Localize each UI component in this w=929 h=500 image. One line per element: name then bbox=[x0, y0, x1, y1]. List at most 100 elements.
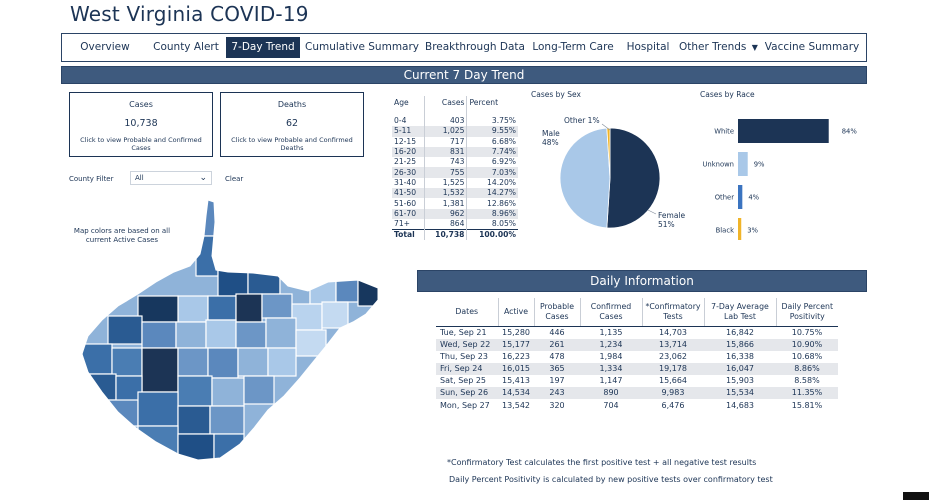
age-cell: 16-20 bbox=[392, 146, 425, 158]
age-cell: 61-70 bbox=[392, 208, 425, 219]
total-row: Total 10,738 100.00% bbox=[392, 228, 518, 240]
daily-cell: Mon, Sep 27 bbox=[440, 400, 490, 410]
sex-chart-title: Cases by Sex bbox=[531, 90, 581, 99]
pie-slice-male[interactable] bbox=[559, 127, 611, 229]
tab-county-alert[interactable]: County Alert bbox=[153, 41, 219, 53]
tab-long-term-care[interactable]: Long-Term Care bbox=[532, 41, 614, 53]
table-row: 26-30 755 7.03% bbox=[392, 167, 518, 178]
daily-cell: 16,223 bbox=[502, 351, 530, 361]
daily-cell: 16,015 bbox=[498, 362, 534, 376]
daily-cell: 365 bbox=[534, 362, 580, 376]
daily-table: Dates Active Probable Cases Confirmed Ca… bbox=[436, 298, 838, 412]
age-cell: 1,525 bbox=[424, 177, 467, 189]
age-cell: 403 bbox=[424, 116, 467, 127]
tab-hospital[interactable]: Hospital bbox=[626, 41, 670, 53]
daily-cell: 15.81% bbox=[791, 400, 823, 410]
race-bar-other[interactable] bbox=[738, 185, 743, 209]
daily-cell: 261 bbox=[534, 338, 580, 351]
age-cell: 962 bbox=[424, 208, 467, 219]
deaths-card[interactable]: Deaths 62 Click to view Probable and Con… bbox=[220, 92, 364, 157]
table-row: 5-11 1,025 9.55% bbox=[392, 126, 518, 137]
age-table: Age Cases Percent 0-4 403 3.75% 5-11 1,025 9.… bbox=[392, 96, 518, 240]
footnote-positivity: Daily Percent Positivity is calculated b… bbox=[449, 475, 773, 484]
daily-cell: Sat, Sep 25 bbox=[440, 376, 487, 386]
active-header: Active bbox=[497, 298, 534, 327]
daily-cell: Tue, Sep 21 bbox=[440, 327, 487, 337]
race-category-label: Unknown bbox=[702, 161, 734, 169]
pie-label: Other 1% bbox=[564, 116, 600, 125]
daily-cell: 23,062 bbox=[659, 351, 687, 361]
age-cell: 5-11 bbox=[392, 126, 425, 137]
chevron-down-icon: ⌄ bbox=[199, 173, 207, 183]
daily-cell: 446 bbox=[549, 327, 565, 337]
age-cell: 3.75% bbox=[466, 116, 518, 127]
probable-header: Probable Cases bbox=[533, 298, 580, 327]
table-row: Sun, Sep 26 14,534 243 890 9,983 15,534 11.35% bbox=[436, 387, 838, 400]
daily-cell: 13,714 bbox=[642, 338, 704, 351]
confirmatory-header: *Confirmatory Tests bbox=[641, 298, 704, 327]
tab-vaccine-summary[interactable]: Vaccine Summary bbox=[764, 41, 860, 53]
cases-card[interactable]: Cases 10,738 Click to view Probable and … bbox=[69, 92, 213, 157]
race-bar-chart[interactable]: White 84% Unknown 9% Other 4% Black 3% bbox=[700, 100, 870, 240]
tab-7-day-trend[interactable]: 7-Day Trend bbox=[226, 37, 300, 58]
age-cell: 71+ bbox=[394, 218, 411, 228]
section-header: Current 7 Day Trend bbox=[61, 66, 867, 84]
cases-card-hint: Click to view Probable and Confirmed Cas… bbox=[80, 136, 202, 152]
tab-other-trends[interactable]: Other Trends ▼ bbox=[679, 37, 758, 58]
race-bar-white[interactable] bbox=[738, 119, 829, 143]
daily-cell: Sun, Sep 26 bbox=[436, 387, 498, 400]
daily-cell: 15,534 bbox=[704, 387, 776, 400]
daily-cell: Thu, Sep 23 bbox=[440, 351, 488, 361]
table-row: 61-70 962 8.96% bbox=[392, 208, 518, 219]
daily-cell: 197 bbox=[549, 376, 565, 386]
daily-cell: 320 bbox=[549, 400, 565, 410]
race-bar-black[interactable] bbox=[738, 218, 742, 240]
daily-cell: 14,683 bbox=[726, 400, 754, 410]
nav-bar: Overview County Alert 7-Day Trend Cumula… bbox=[61, 33, 867, 62]
age-cell: 8.05% bbox=[466, 218, 518, 230]
race-value-label: 84% bbox=[842, 128, 858, 136]
table-row: 51-60 1,381 12.86% bbox=[392, 198, 518, 209]
age-cell: 0-4 bbox=[394, 116, 407, 126]
pie-label: Male bbox=[542, 129, 560, 138]
table-row: 21-25 743 6.92% bbox=[392, 157, 518, 168]
age-cell: 9.55% bbox=[466, 126, 518, 137]
county-filter-select[interactable]: All ⌄ bbox=[130, 171, 212, 185]
county-filter-value: All bbox=[135, 174, 144, 182]
cases-card-label: Cases bbox=[129, 100, 153, 109]
tab-breakthrough-data[interactable]: Breakthrough Data bbox=[425, 41, 525, 53]
age-cell: 26-30 bbox=[392, 167, 425, 178]
county-map[interactable] bbox=[78, 196, 398, 476]
daily-cell: 9,983 bbox=[642, 387, 704, 400]
cases-card-value: 10,738 bbox=[124, 118, 158, 129]
clear-filter-button[interactable]: Clear bbox=[225, 175, 244, 183]
tab-other-trends-label: Other Trends bbox=[679, 41, 747, 53]
age-cell: 1,381 bbox=[424, 198, 467, 209]
daily-cell: 15,903 bbox=[726, 376, 754, 386]
daily-cell: 1,234 bbox=[580, 338, 642, 351]
daily-cell: 16,842 bbox=[726, 327, 754, 337]
age-cell: 6.92% bbox=[466, 157, 518, 168]
pie-label: 51% bbox=[658, 220, 675, 229]
tab-cumulative-summary[interactable]: Cumulative Summary bbox=[305, 41, 420, 53]
deaths-card-hint: Click to view Probable and Confirmed Dea… bbox=[231, 136, 353, 152]
age-cell: 864 bbox=[424, 218, 467, 230]
age-cell: 41-50 bbox=[392, 188, 425, 199]
table-row: Thu, Sep 23 16,223 478 1,984 23,062 16,338 10.… bbox=[436, 351, 838, 363]
daily-cell: 13,542 bbox=[502, 400, 530, 410]
pie-slice-female[interactable] bbox=[606, 127, 661, 229]
daily-cell: 15,280 bbox=[502, 327, 530, 337]
daily-cell: 1,334 bbox=[580, 362, 642, 376]
pie-leader-line bbox=[647, 209, 657, 215]
age-header: Age bbox=[394, 98, 409, 107]
table-row: Mon, Sep 27 13,542 320 704 6,476 14,683 15.81% bbox=[436, 399, 838, 411]
daily-cell: 15,177 bbox=[498, 338, 534, 351]
table-row: 0-4 403 3.75% bbox=[392, 116, 518, 127]
daily-cell: Wed, Sep 22 bbox=[436, 338, 498, 351]
pie-slice-other[interactable] bbox=[606, 127, 611, 179]
tab-overview[interactable]: Overview bbox=[80, 41, 130, 53]
deaths-card-label: Deaths bbox=[277, 100, 307, 109]
race-bar-unknown[interactable] bbox=[738, 152, 748, 176]
positivity-header: Daily Percent Positivity bbox=[775, 298, 838, 327]
